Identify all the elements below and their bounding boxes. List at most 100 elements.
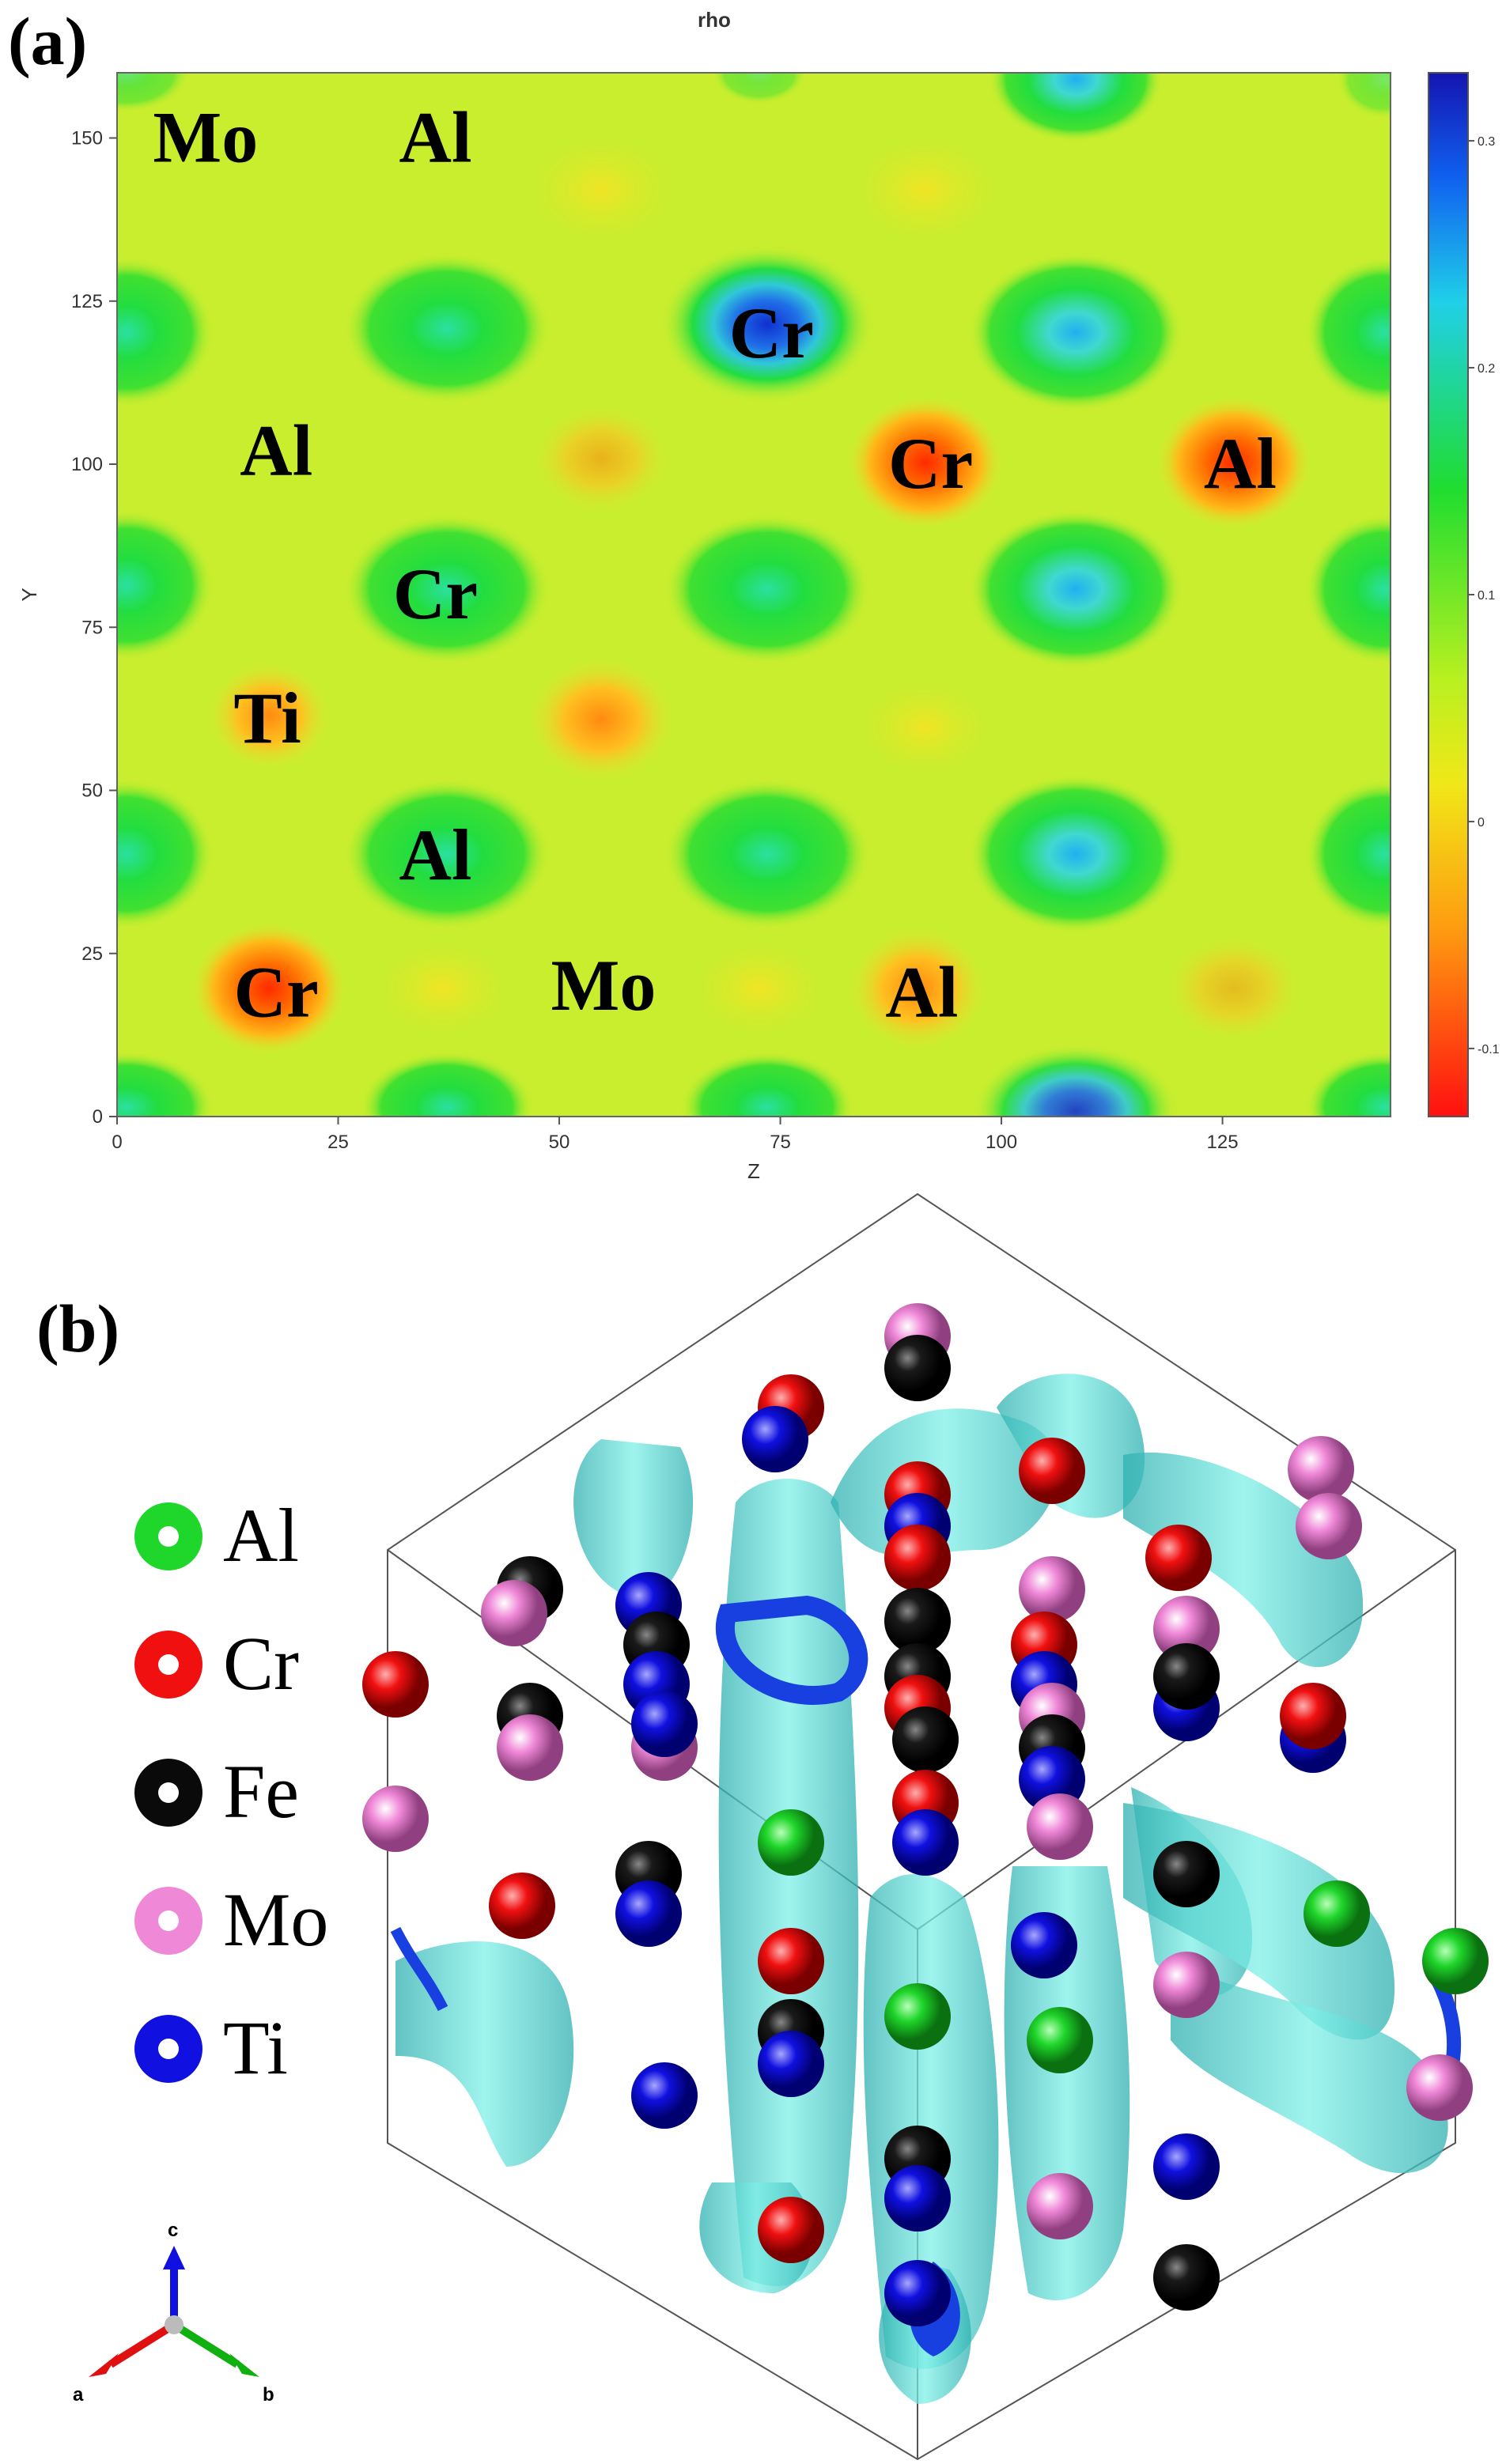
axis-b-label: b	[263, 2384, 274, 2405]
atom-sphere	[884, 2165, 951, 2232]
atom-sphere	[481, 1580, 547, 1646]
axis-a-label: a	[73, 2384, 84, 2405]
atom-sphere	[1145, 1525, 1212, 1591]
atom-sphere	[497, 1714, 563, 1781]
atom-sphere	[1153, 2244, 1220, 2311]
atom-sphere	[1153, 1643, 1220, 1710]
colorbar-tick-label: 0.1	[1478, 589, 1495, 603]
atom-label: Al	[399, 814, 472, 895]
legend-item-mo: Mo	[134, 1877, 451, 1974]
legend-label-ti: Ti	[223, 2005, 288, 2090]
y-tick-label: 150	[71, 128, 103, 149]
colorbar-tick-label: 0.3	[1478, 135, 1495, 149]
atom-label: Cr	[234, 951, 319, 1032]
atom-sphere	[1153, 1596, 1220, 1662]
atom-sphere	[1027, 2007, 1093, 2073]
atom-sphere	[1422, 1928, 1489, 1994]
atom-sphere	[758, 1809, 824, 1876]
atom-sphere	[884, 1525, 951, 1591]
atom-layer	[362, 1303, 1489, 2326]
atom-sphere	[1280, 1683, 1346, 1749]
atom-label: Al	[1204, 423, 1277, 504]
legend-item-ti: Ti	[134, 2005, 451, 2102]
y-tick-label: 50	[81, 780, 103, 802]
atom-sphere	[362, 1786, 429, 1852]
atom-label: Ti	[233, 678, 301, 758]
fe-swatch-icon	[134, 1759, 202, 1827]
atom-label: Cr	[393, 554, 478, 634]
legend-label-al: Al	[223, 1493, 299, 1578]
colorbar-tick-label: 0.2	[1478, 362, 1495, 376]
legend-item-fe: Fe	[134, 1749, 451, 1846]
x-axis-label: Z	[747, 1159, 760, 1183]
atom-sphere	[1406, 2054, 1473, 2121]
x-axis: 0 25 50 75 100 125	[112, 1117, 1239, 1153]
colorbar	[1428, 72, 1469, 1117]
x-tick-label: 125	[1207, 1132, 1239, 1153]
atom-sphere	[1153, 2133, 1220, 2200]
atom-sphere	[884, 1983, 951, 2050]
atom-sphere	[1027, 1793, 1093, 1860]
charge-density-map: rho	[17, 8, 1500, 1183]
atom-sphere	[742, 1406, 808, 1472]
panel-a-label: (a)	[8, 3, 88, 79]
isosurface-3d-view: c a b	[73, 1192, 1489, 2461]
atom-sphere	[1019, 1438, 1085, 1504]
atom-label: Al	[240, 410, 312, 491]
y-tick-label: 0	[93, 1106, 103, 1128]
atom-sphere	[892, 1706, 959, 1773]
atom-sphere	[1153, 1841, 1220, 1907]
legend-label-fe: Fe	[223, 1749, 299, 1834]
y-tick-label: 100	[71, 454, 103, 475]
y-tick-label: 125	[71, 291, 103, 312]
y-axis-label: Y	[17, 588, 41, 601]
y-tick-label: 75	[81, 617, 103, 638]
panel-b-label: (b)	[36, 1291, 120, 1366]
axis-triad: c a b	[73, 2220, 274, 2405]
x-tick-label: 75	[770, 1132, 791, 1153]
mo-swatch-icon	[134, 1887, 202, 1955]
atom-sphere	[892, 1809, 959, 1876]
y-axis: 0 25 50 75 100 125 150	[71, 128, 117, 1128]
axis-c-label: c	[168, 2220, 178, 2241]
atom-sphere	[362, 1651, 429, 1718]
atom-label: Mo	[551, 945, 657, 1026]
x-tick-label: 100	[986, 1132, 1017, 1153]
colorbar-tick-label: 0	[1478, 816, 1485, 830]
colorbar-ticks: 0.3 0.2 0.1 0 -0.1	[1468, 135, 1500, 1056]
atom-sphere	[631, 2062, 698, 2129]
ti-swatch-icon	[134, 2015, 202, 2083]
x-tick-label: 0	[112, 1132, 122, 1153]
atom-label: Mo	[153, 97, 258, 178]
legend-item-cr: Cr	[134, 1621, 451, 1718]
atom-sphere	[1296, 1493, 1362, 1559]
atom-label: Cr	[729, 293, 814, 373]
legend-item-al: Al	[134, 1493, 451, 1589]
cr-swatch-icon	[134, 1631, 202, 1699]
al-swatch-icon	[134, 1502, 202, 1570]
atom-sphere	[1288, 1436, 1354, 1502]
y-tick-label: 25	[81, 943, 103, 965]
atom-sphere	[615, 1880, 682, 1947]
atom-label-layer: Mo Al Cr Al Cr Al Cr Ti Al Cr Mo Al	[153, 97, 1277, 1033]
x-tick-label: 25	[327, 1132, 349, 1153]
colorbar-tick-label: -0.1	[1478, 1043, 1500, 1056]
atom-sphere	[758, 1928, 824, 1994]
atom-label: Al	[399, 97, 472, 178]
atom-sphere	[1153, 1952, 1220, 2018]
atom-sphere	[1304, 1880, 1370, 1947]
atom-sphere	[884, 1588, 951, 1654]
map-title: rho	[698, 8, 731, 32]
atom-sphere	[884, 2260, 951, 2326]
atom-label: Cr	[888, 423, 973, 504]
atom-sphere	[489, 1873, 555, 1939]
legend-label-cr: Cr	[223, 1621, 299, 1706]
atom-sphere	[1011, 1912, 1077, 1978]
x-tick-label: 50	[549, 1132, 570, 1153]
atom-sphere	[1027, 2173, 1093, 2239]
atom-sphere	[1019, 1556, 1085, 1623]
legend-label-mo: Mo	[223, 1877, 329, 1962]
atom-sphere	[631, 1691, 698, 1757]
atom-sphere	[884, 1335, 951, 1401]
atom-sphere	[758, 2197, 824, 2263]
